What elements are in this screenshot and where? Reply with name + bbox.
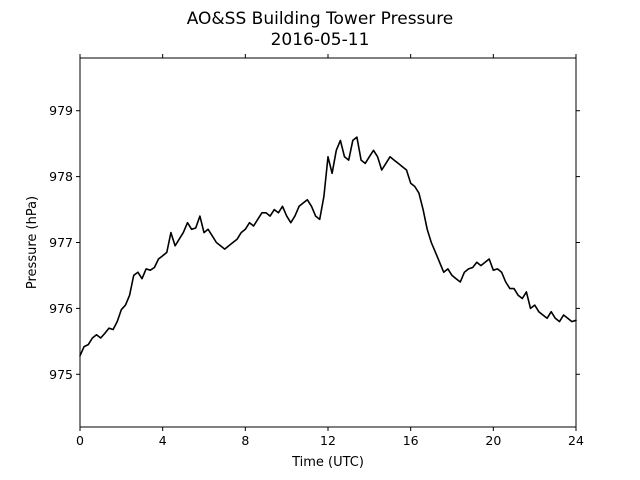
x-tick-label: 8 [241,433,249,448]
x-tick-label: 0 [76,433,84,448]
x-tick-label: 20 [485,433,501,448]
x-tick-label: 16 [403,433,419,448]
x-tick-label: 24 [568,433,584,448]
y-tick-label: 975 [49,367,73,382]
y-tick-label: 978 [49,169,73,184]
y-tick-label: 977 [49,235,73,250]
x-axis-label: Time (UTC) [291,455,364,470]
chart-subtitle: 2016-05-11 [271,30,370,50]
y-axis-label: Pressure (hPa) [25,196,40,289]
plot-frame [79,57,577,428]
plot-area [79,57,577,428]
pressure-series-line [79,136,577,357]
chart-title: AO&SS Building Tower Pressure [187,9,454,29]
y-axis-ticks: 975 976 977 978 979 [49,103,580,382]
x-axis-ticks: 0 4 8 12 16 20 24 [76,54,584,448]
y-tick-label: 976 [49,301,73,316]
x-tick-label: 12 [320,433,336,448]
x-tick-label: 4 [159,433,167,448]
y-tick-label: 979 [49,103,73,118]
